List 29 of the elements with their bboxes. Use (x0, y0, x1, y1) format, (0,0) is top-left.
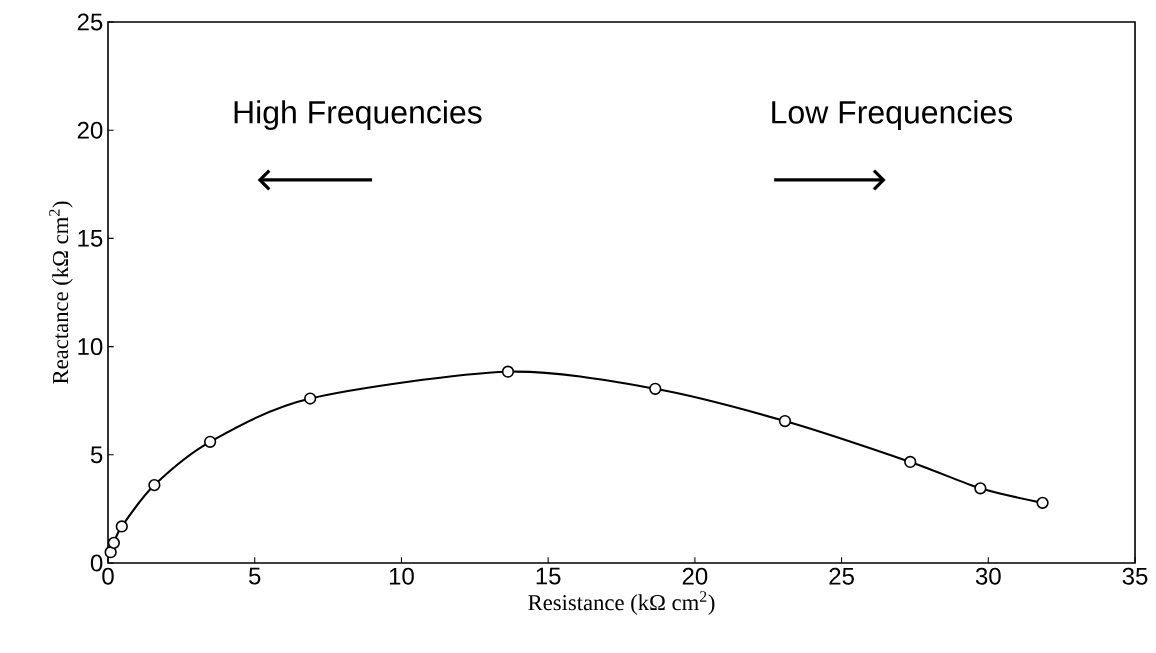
point (501, 365, 515, 378)
point (107, 536, 120, 550)
x-tick-label: 0 (102, 567, 114, 585)
y-tick-label: 5 (90, 446, 103, 464)
point (778, 414, 792, 428)
x-tick-label: 5 (249, 567, 261, 585)
y-tick-label: 10 (78, 338, 103, 356)
point (649, 382, 662, 395)
x-tick-label: 20 (682, 567, 708, 585)
x-tick-label: 30 (975, 567, 1001, 585)
point (304, 392, 317, 405)
x-axis-title: Resistance (kΩ cm$^{2}$) (528, 591, 715, 615)
point (148, 478, 161, 492)
y-tick-label: 15 (78, 230, 103, 247)
annotation: High Frequencies (234, 100, 482, 130)
x-tick-label: 10 (389, 567, 414, 585)
point (203, 435, 217, 448)
y-tick-label: 0 (90, 554, 103, 572)
y-tick-label: 20 (77, 121, 103, 139)
point (904, 455, 917, 469)
x-tick-label: 25 (829, 567, 854, 585)
x-tick-label: 35 (1122, 567, 1148, 585)
point (1036, 496, 1049, 509)
annotation: Low Frequencies (772, 100, 1013, 130)
point (115, 520, 128, 533)
y-tick-label: 25 (77, 13, 103, 31)
point (974, 482, 987, 495)
x-tick-label: 15 (536, 567, 561, 585)
y-axis-title: Reactance (kΩ cm$^{2}$) (49, 201, 73, 384)
